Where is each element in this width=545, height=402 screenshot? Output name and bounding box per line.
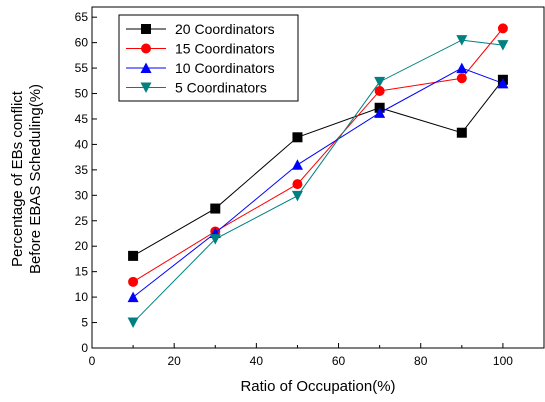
data-point <box>456 127 467 138</box>
data-point <box>291 190 303 202</box>
axis-ticks: 0 5 10 15 20 25 30 35 40 45 50 55 60 65 0 20 40 60 80 100 <box>75 10 514 368</box>
x-tick-label: 40 <box>250 354 264 368</box>
series-line <box>132 39 503 323</box>
plot-frame <box>91 6 545 349</box>
y-axis-title-line-1: Percentage of EBs conflict <box>9 90 26 267</box>
legend-label: 10 Coordinators <box>175 60 275 76</box>
legend-marker <box>140 82 152 93</box>
y-tick-label: 60 <box>75 36 89 50</box>
legend-label: 5 Coordinators <box>175 80 267 96</box>
data-point <box>210 203 221 214</box>
legend-marker <box>140 62 152 73</box>
y-tick-label: 10 <box>75 290 89 304</box>
data-point <box>128 250 139 261</box>
data-point <box>127 291 139 303</box>
series-line <box>132 67 504 298</box>
data-point <box>456 35 468 46</box>
legend-marker <box>141 24 151 34</box>
data-point <box>374 76 386 88</box>
x-axis-title: Ratio of Occupation(%) <box>240 378 395 395</box>
data-point <box>497 77 509 89</box>
y-tick-label: 55 <box>75 61 89 75</box>
y-tick-label: 35 <box>75 163 89 177</box>
legend-entry: 10 Coordinators <box>126 60 275 76</box>
y-tick-label: 45 <box>75 112 89 126</box>
legend-label: 15 Coordinators <box>175 41 275 57</box>
y-axis-title-line-2: Before EBAS Scheduling(%) <box>27 84 44 274</box>
data-point <box>374 107 386 118</box>
legend: 20 Coordinators 15 Coordinators 10 Coordin… <box>118 14 299 102</box>
data-point <box>128 276 139 287</box>
y-tick-label: 0 <box>81 341 88 355</box>
data-point <box>456 73 467 84</box>
legend-label: 20 Coordinators <box>175 21 275 37</box>
legend-entry: 20 Coordinators <box>126 21 275 37</box>
x-tick-label: 0 <box>89 354 96 368</box>
y-tick-label: 5 <box>81 316 88 330</box>
legend-entry: 15 Coordinators <box>126 41 275 57</box>
y-tick-label: 30 <box>75 188 89 202</box>
data-point <box>497 40 509 51</box>
legend-entry: 5 Coordinators <box>126 80 267 96</box>
x-tick-label: 20 <box>168 354 182 368</box>
data-point <box>291 159 303 170</box>
series-line <box>132 28 504 283</box>
series-4 <box>127 35 509 329</box>
x-tick-label: 100 <box>493 354 513 368</box>
data-point <box>374 85 385 96</box>
y-tick-label: 20 <box>75 239 89 253</box>
y-tick-label: 25 <box>75 214 89 228</box>
data-point <box>292 179 303 190</box>
x-tick-label: 80 <box>414 354 428 368</box>
y-tick-label: 50 <box>75 87 89 101</box>
data-point <box>209 234 221 245</box>
legend-marker <box>141 43 151 54</box>
y-tick-label: 40 <box>75 137 89 151</box>
data-point <box>497 23 508 34</box>
y-tick-label: 15 <box>75 265 89 279</box>
y-tick-label: 65 <box>75 10 89 24</box>
x-tick-label: 60 <box>332 354 346 368</box>
series-layer <box>127 23 509 329</box>
data-point <box>292 132 303 143</box>
y-axis-title: Percentage of EBs conflict Before EBAS S… <box>9 84 44 274</box>
data-point <box>456 62 468 74</box>
data-point <box>127 317 139 329</box>
series-line <box>132 79 504 257</box>
